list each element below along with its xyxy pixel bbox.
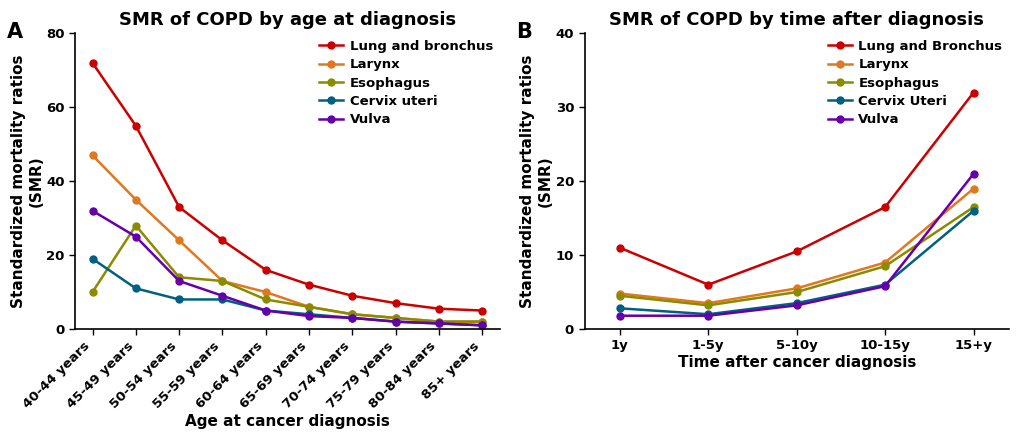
Title: SMR of COPD by age at diagnosis: SMR of COPD by age at diagnosis <box>119 11 455 29</box>
Larynx <box>129 197 142 202</box>
Esophagus <box>173 275 185 280</box>
Larynx <box>432 319 444 324</box>
Lung and bronchus <box>476 308 488 313</box>
Larynx <box>476 319 488 324</box>
Larynx <box>345 312 358 317</box>
Line: Vulva: Vulva <box>615 170 976 319</box>
Cervix uteri <box>389 319 401 324</box>
Legend: Lung and Bronchus, Larynx, Esophagus, Cervix Uteri, Vulva: Lung and Bronchus, Larynx, Esophagus, Ce… <box>827 40 1002 126</box>
X-axis label: Age at cancer diagnosis: Age at cancer diagnosis <box>184 414 389 429</box>
Esophagus <box>129 223 142 228</box>
Vulva <box>173 279 185 284</box>
Cervix Uteri <box>966 208 978 213</box>
Larynx <box>303 304 315 309</box>
Line: Esophagus: Esophagus <box>89 222 485 325</box>
Title: SMR of COPD by time after diagnosis: SMR of COPD by time after diagnosis <box>608 11 983 29</box>
Larynx <box>701 301 713 306</box>
Larynx <box>216 279 228 284</box>
Y-axis label: Standardized mortality ratios
(SMR): Standardized mortality ratios (SMR) <box>11 55 44 308</box>
Lung and Bronchus <box>790 249 802 254</box>
Text: A: A <box>7 22 23 42</box>
Larynx <box>173 238 185 243</box>
Vulva <box>345 315 358 321</box>
Vulva <box>432 321 444 326</box>
Lung and bronchus <box>260 267 272 272</box>
Lung and Bronchus <box>613 245 626 250</box>
Legend: Lung and bronchus, Larynx, Esophagus, Cervix uteri, Vulva: Lung and bronchus, Larynx, Esophagus, Ce… <box>319 40 492 126</box>
Vulva <box>87 208 99 213</box>
Vulva <box>878 283 891 289</box>
Cervix uteri <box>260 308 272 313</box>
Esophagus <box>303 304 315 309</box>
Y-axis label: Standardized mortality ratios
(SMR): Standardized mortality ratios (SMR) <box>520 55 552 308</box>
Line: Lung and bronchus: Lung and bronchus <box>89 59 485 314</box>
Vulva <box>966 171 978 176</box>
Vulva <box>303 313 315 319</box>
Line: Larynx: Larynx <box>89 152 485 325</box>
Cervix uteri <box>173 297 185 302</box>
Esophagus <box>260 297 272 302</box>
Lung and Bronchus <box>878 205 891 210</box>
Lung and bronchus <box>432 306 444 312</box>
Esophagus <box>613 293 626 298</box>
Lung and bronchus <box>389 301 401 306</box>
Larynx <box>87 153 99 158</box>
Line: Larynx: Larynx <box>615 185 976 307</box>
Esophagus <box>216 279 228 284</box>
Vulva <box>389 319 401 324</box>
Larynx <box>790 286 802 291</box>
Cervix uteri <box>476 323 488 328</box>
Vulva <box>216 293 228 298</box>
Vulva <box>790 303 802 308</box>
Cervix uteri <box>303 312 315 317</box>
Lung and Bronchus <box>701 282 713 287</box>
Lung and bronchus <box>216 238 228 243</box>
Esophagus <box>432 319 444 324</box>
Larynx <box>613 291 626 296</box>
Line: Lung and Bronchus: Lung and Bronchus <box>615 89 976 288</box>
Vulva <box>476 323 488 328</box>
Cervix uteri <box>129 286 142 291</box>
Larynx <box>260 290 272 295</box>
Lung and bronchus <box>129 123 142 128</box>
Cervix Uteri <box>613 306 626 311</box>
Esophagus <box>701 303 713 308</box>
Esophagus <box>476 319 488 324</box>
Vulva <box>129 234 142 239</box>
Line: Vulva: Vulva <box>89 207 485 329</box>
Esophagus <box>966 205 978 210</box>
Line: Esophagus: Esophagus <box>615 204 976 309</box>
Cervix uteri <box>432 321 444 326</box>
Esophagus <box>345 312 358 317</box>
Esophagus <box>790 290 802 295</box>
Lung and bronchus <box>345 293 358 298</box>
Cervix uteri <box>345 315 358 321</box>
Text: B: B <box>516 22 532 42</box>
Vulva <box>701 313 713 319</box>
Esophagus <box>389 315 401 321</box>
Cervix uteri <box>87 256 99 261</box>
Esophagus <box>87 290 99 295</box>
Esophagus <box>878 264 891 269</box>
Lung and bronchus <box>303 282 315 287</box>
Cervix Uteri <box>790 301 802 306</box>
Cervix uteri <box>216 297 228 302</box>
Lung and Bronchus <box>966 90 978 95</box>
Vulva <box>260 308 272 313</box>
X-axis label: Time after cancer diagnosis: Time after cancer diagnosis <box>677 355 915 370</box>
Larynx <box>389 315 401 321</box>
Vulva <box>613 313 626 319</box>
Cervix Uteri <box>878 282 891 287</box>
Line: Cervix Uteri: Cervix Uteri <box>615 207 976 318</box>
Lung and bronchus <box>87 60 99 66</box>
Larynx <box>878 260 891 265</box>
Larynx <box>966 186 978 191</box>
Cervix Uteri <box>701 312 713 317</box>
Line: Cervix uteri: Cervix uteri <box>89 255 485 329</box>
Lung and bronchus <box>173 205 185 210</box>
